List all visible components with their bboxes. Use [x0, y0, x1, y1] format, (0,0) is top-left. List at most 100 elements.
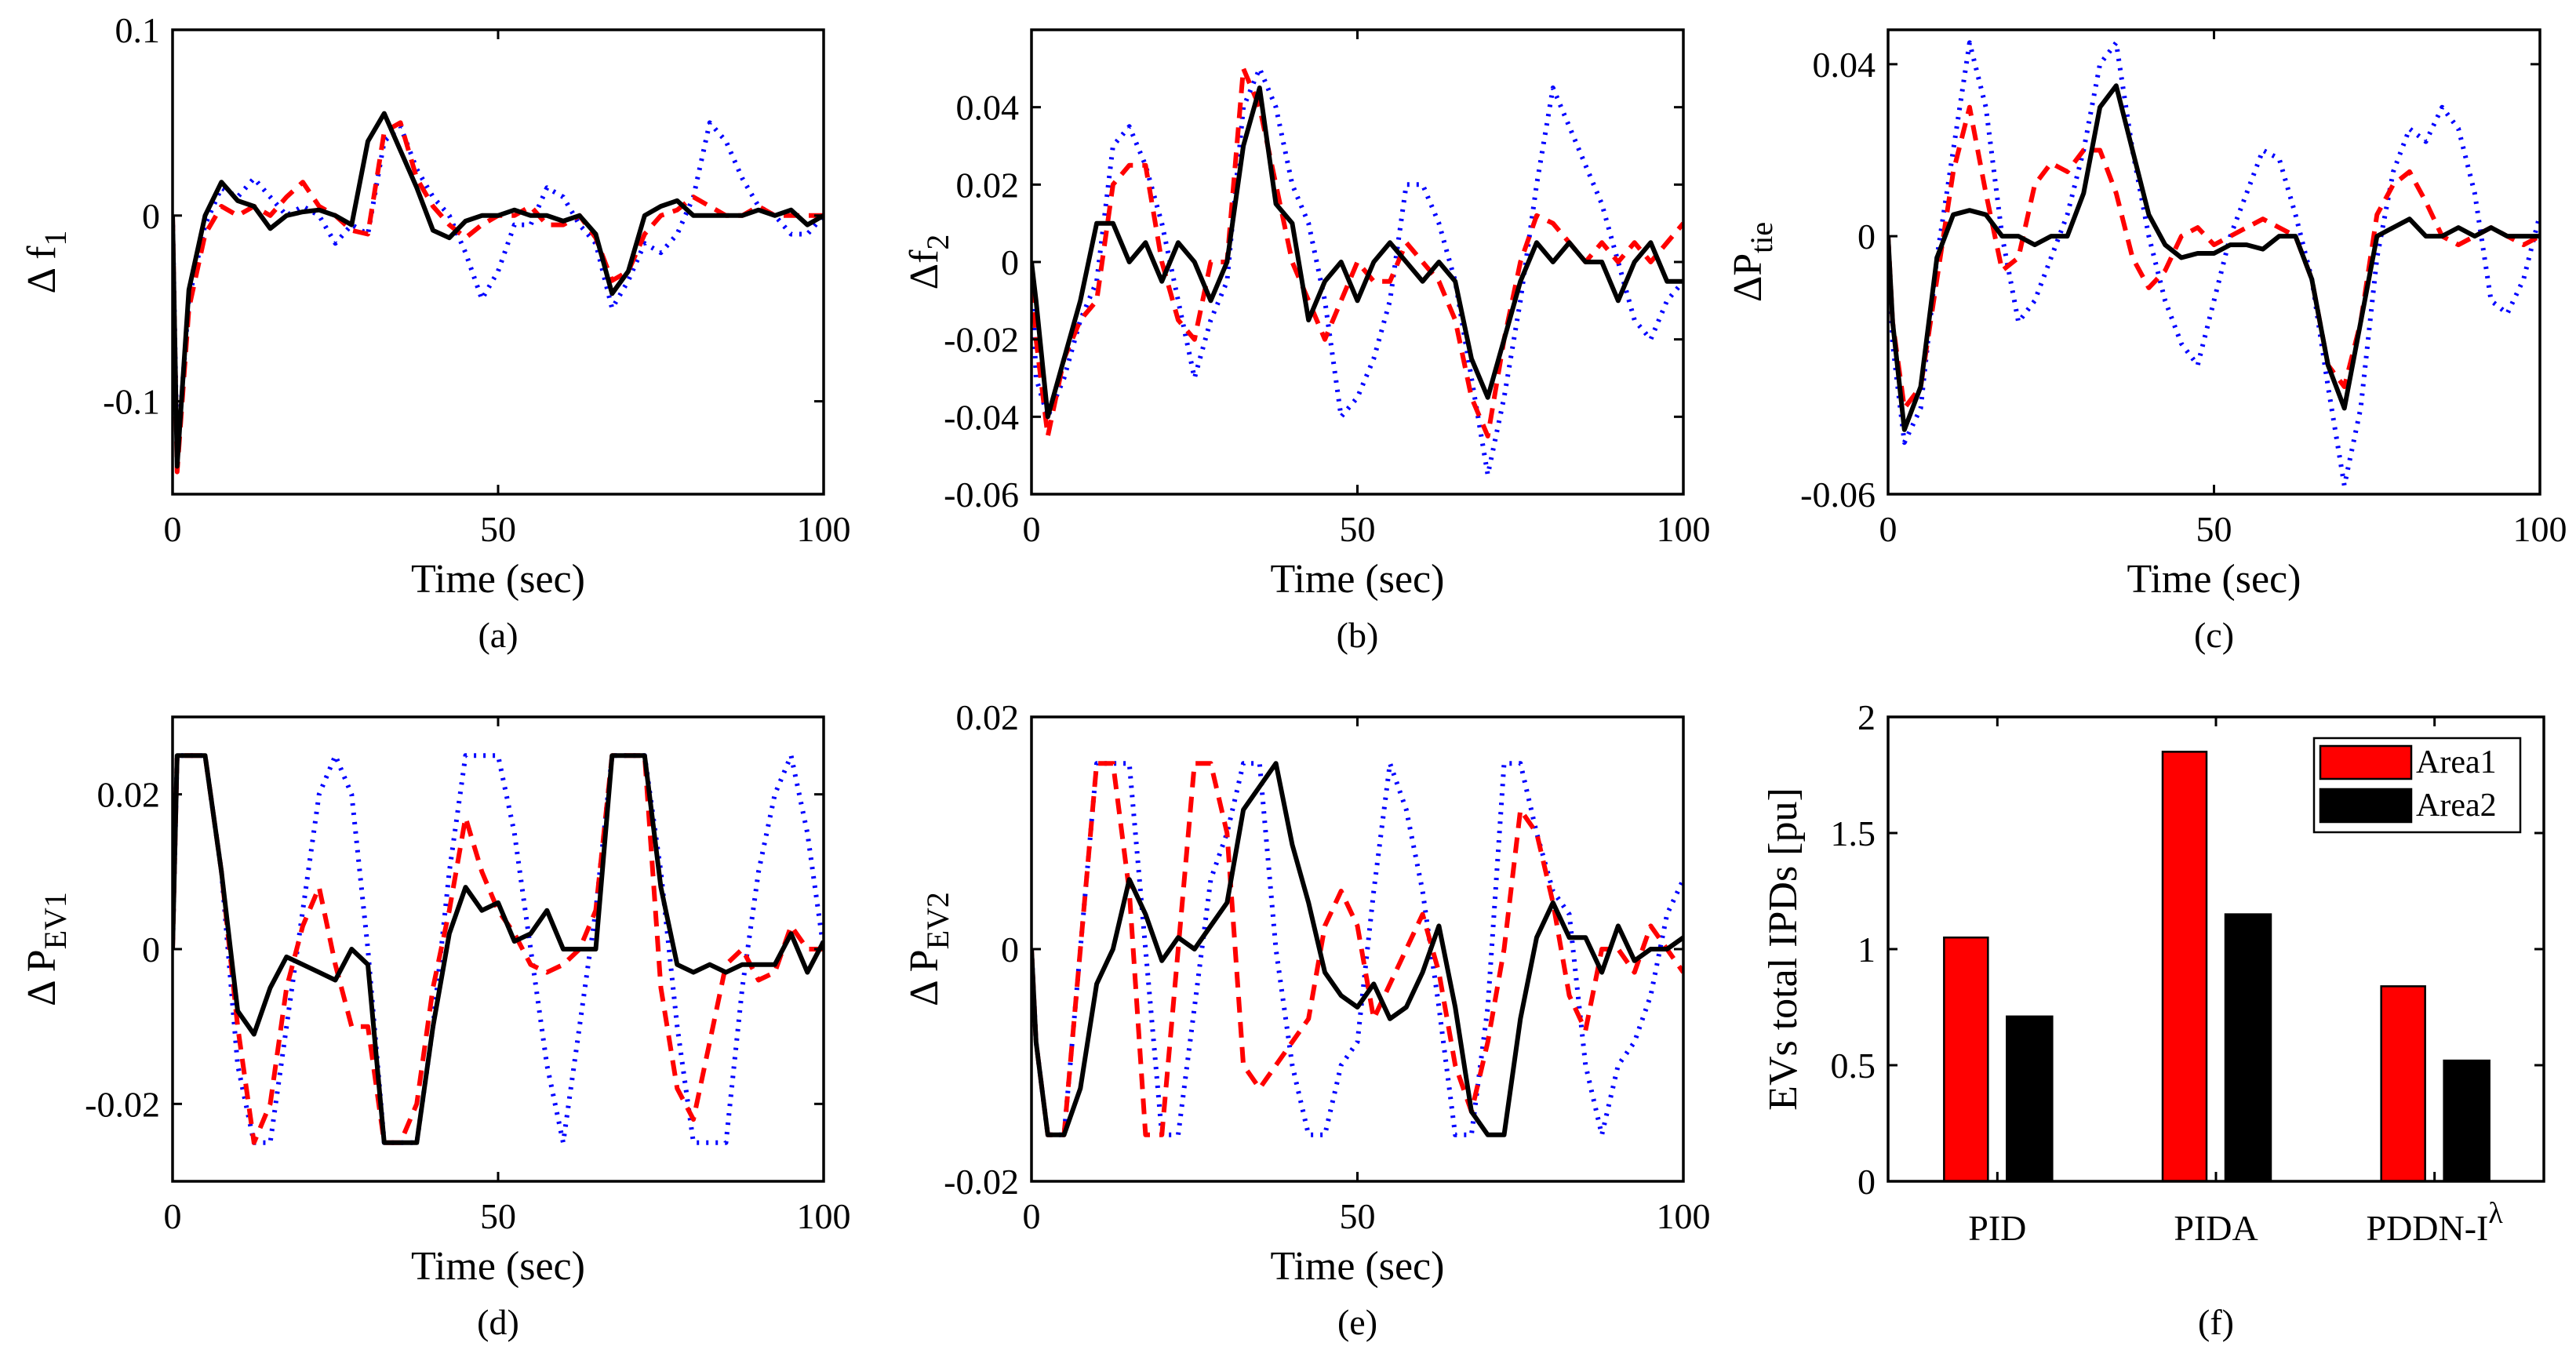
category-label: PIDA [2174, 1208, 2258, 1248]
y-axis-label: Δ PEV1 [20, 892, 73, 1006]
y-tick-label: 0 [1857, 216, 1876, 256]
subplot-caption: (f) [2198, 1302, 2234, 1342]
x-tick-label: 0 [1879, 509, 1897, 549]
y-tick-label: 0 [142, 196, 160, 236]
x-tick-label: 0 [1023, 509, 1041, 549]
y-axis-label: ΔPtie [1726, 222, 1779, 302]
y-tick-label: 1 [1857, 930, 1876, 970]
x-tick-label: 100 [1657, 509, 1711, 549]
y-axis-label-main: Δ P [902, 949, 947, 1006]
y-axis-label-subscript: 1 [38, 231, 73, 246]
y-axis-label-main: ΔP [1726, 253, 1770, 302]
y-tick-label: -0.02 [944, 1162, 1019, 1202]
category-label-text: PIDA [2174, 1208, 2258, 1248]
category-label-superscript: λ [2488, 1197, 2503, 1230]
series-line-dashed [1888, 104, 2540, 411]
legend: Area1 Area2 [2312, 737, 2522, 834]
x-tick-label: 50 [480, 1196, 516, 1236]
y-axis-label-main: Δf [902, 249, 947, 289]
y-tick-label: -0.04 [944, 397, 1019, 437]
series-line-solid [1031, 761, 1683, 1137]
legend-swatch [2319, 744, 2413, 780]
legend-swatch [2319, 788, 2413, 824]
category-label-text: PDDN-I [2367, 1208, 2489, 1248]
bar-area1-pida [2161, 751, 2208, 1183]
subplot-caption: (c) [2194, 615, 2234, 655]
x-axis-label: Time (sec) [1271, 557, 1445, 602]
plot-area [173, 717, 824, 1181]
subplot-a: 0 50 100 Δ f1 Time (sec) -0.1 0 0.1 (a) [20, 10, 851, 655]
series-line-dashed [1031, 761, 1683, 1137]
x-tick-label: 0 [1023, 1196, 1041, 1236]
y-tick-label: 0.02 [97, 775, 161, 815]
y-tick-label: 0.1 [115, 10, 161, 50]
x-tick-label: 50 [2196, 509, 2232, 549]
series-line-dashed [173, 753, 824, 1145]
category-label: PID [1968, 1208, 2026, 1248]
x-axis-label: Time (sec) [411, 1244, 585, 1289]
bar-area2-pida [2224, 913, 2272, 1183]
subplot-d: 0 50 100 Δ PEV1 Time (sec) -0.02 0 0.02 (d) [20, 715, 851, 1342]
series-line-solid [173, 111, 824, 469]
y-tick-label: 0.02 [956, 697, 1020, 737]
axes-frame [1030, 28, 1685, 496]
series-line-dotted [1031, 66, 1683, 478]
subplot-b: 0 50 100 Δf2 Time (sec) -0.06 -0.04 -0.02 0 0.02 0… [902, 28, 1711, 655]
subplot-caption: (b) [1337, 615, 1379, 655]
y-tick-label: 0.02 [956, 165, 1020, 205]
y-tick-label: 0 [142, 930, 160, 970]
y-axis-label-main: Δ f [20, 246, 64, 294]
x-axis-label: Time (sec) [411, 557, 585, 602]
x-tick-label: 50 [1340, 1196, 1376, 1236]
y-tick-label: -0.1 [103, 382, 160, 422]
bar-area2-pid [2006, 1015, 2054, 1183]
y-axis-label: Δf2 [902, 235, 955, 290]
axes-frame [171, 715, 825, 1183]
y-axis-label-subscript: EV2 [920, 892, 955, 949]
x-axis-label: Time (sec) [2127, 557, 2301, 602]
axes-frame [171, 28, 825, 496]
y-tick-label: -0.06 [1800, 475, 1876, 515]
y-axis-label-subscript: 2 [920, 235, 955, 250]
y-tick-label: 0 [1001, 930, 1019, 970]
series-line-dashed [173, 120, 824, 475]
bar-area1-pddn-i [2380, 985, 2426, 1183]
subplot-caption: (e) [1337, 1302, 1377, 1342]
y-tick-label: -0.06 [944, 475, 1019, 515]
category-label: PDDN-Iλ [2367, 1197, 2504, 1248]
y-tick-label: -0.02 [85, 1084, 160, 1124]
x-axis-label: Time (sec) [1271, 1244, 1445, 1289]
x-tick-label: 100 [797, 509, 851, 549]
x-tick-label: 0 [164, 509, 182, 549]
axes-frame [1030, 715, 1685, 1183]
plot-area [1888, 30, 2540, 494]
legend-label: Area2 [2416, 788, 2497, 824]
legend-label: Area1 [2416, 744, 2497, 780]
y-tick-label: 0.04 [1813, 45, 1876, 85]
x-tick-label: 0 [164, 1196, 182, 1236]
x-tick-label: 100 [2513, 509, 2567, 549]
x-tick-label: 50 [480, 509, 516, 549]
y-tick-label: 0 [1001, 242, 1019, 282]
subplot-caption: (d) [477, 1302, 519, 1342]
y-axis-label-subscript: EV1 [38, 892, 73, 949]
plot-area [1031, 30, 1683, 494]
y-axis-label: Δ PEV2 [902, 892, 955, 1006]
plot-area [1031, 717, 1683, 1181]
axes-frame [1887, 28, 2541, 496]
series-line-solid [1031, 85, 1683, 420]
x-tick-label: 100 [797, 1196, 851, 1236]
x-tick-label: 50 [1340, 509, 1376, 549]
y-axis-label: EVs total IPDs [pu] [1761, 788, 1806, 1111]
series-line-solid [1888, 83, 2540, 432]
y-tick-label: 0.04 [956, 88, 1020, 128]
plot-area [173, 30, 824, 494]
y-axis-label-subscript: tie [1744, 222, 1779, 253]
series-line-solid [173, 753, 824, 1145]
bar-area2-pddn-i [2443, 1059, 2490, 1183]
y-axis-label-main: Δ P [20, 949, 64, 1006]
